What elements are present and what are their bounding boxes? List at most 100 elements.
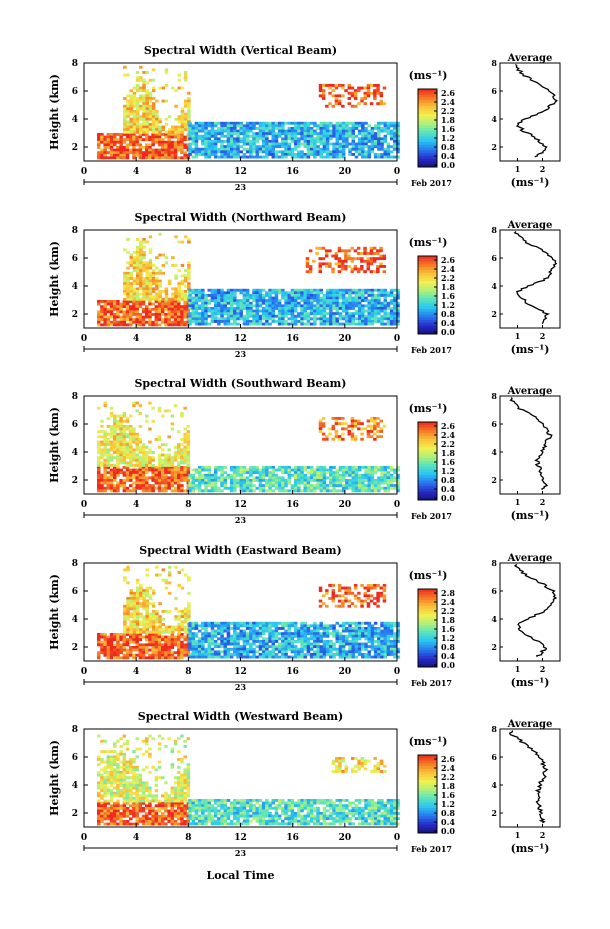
heatmap-cell xyxy=(233,481,237,485)
heatmap-cell xyxy=(177,313,181,316)
heatmap-cell xyxy=(125,486,130,490)
heatmap-cell xyxy=(297,145,301,149)
heatmap-cell xyxy=(125,653,130,657)
heatmap-cell xyxy=(154,479,159,482)
heatmap-cell xyxy=(361,127,365,130)
heatmap-cell xyxy=(335,317,339,321)
heatmap-cell xyxy=(290,296,295,300)
heatmap-cell xyxy=(341,322,346,326)
heatmap-cell xyxy=(177,284,181,288)
heatmap-cell xyxy=(151,484,155,488)
heatmap-cell xyxy=(191,301,195,305)
heatmap-cell xyxy=(213,320,218,323)
heatmap-cell xyxy=(142,78,146,82)
heatmap-cell xyxy=(122,153,127,157)
heatmap-cell xyxy=(236,150,240,154)
heatmap-cell xyxy=(109,479,114,482)
heatmap-cell xyxy=(306,134,311,138)
heatmap-cell xyxy=(236,314,240,318)
heatmap-cell xyxy=(373,312,378,316)
heatmap-cell xyxy=(207,137,211,141)
heatmap-cell xyxy=(252,127,256,130)
heatmap-cell xyxy=(313,145,317,149)
colorbar-swatch xyxy=(418,466,437,470)
heatmap-cell xyxy=(271,296,275,300)
heatmap-cell xyxy=(135,123,140,126)
heatmap-cell xyxy=(322,301,327,305)
heatmap-cell xyxy=(158,623,162,626)
heatmap-cell xyxy=(129,107,133,111)
heatmap-cell xyxy=(341,417,345,420)
heatmap-cell xyxy=(113,305,117,309)
heatmap-cell xyxy=(300,629,304,633)
heatmap-cell xyxy=(164,630,169,634)
heatmap-cell xyxy=(167,648,171,652)
heatmap-cell xyxy=(354,299,359,303)
heatmap-cell xyxy=(135,253,140,257)
heatmap-cell xyxy=(141,451,146,454)
heatmap-cell xyxy=(226,627,231,630)
heatmap-cell xyxy=(129,489,133,493)
heatmap-cell xyxy=(393,147,397,151)
heatmap-cell xyxy=(277,314,282,318)
heatmap-cell xyxy=(210,312,215,316)
heatmap-cell xyxy=(119,417,123,421)
heatmap-cell xyxy=(393,479,397,482)
heatmap-cell xyxy=(300,314,304,318)
heatmap-cell xyxy=(271,150,275,154)
heatmap-cell xyxy=(197,466,202,469)
heatmap-cell xyxy=(321,97,326,100)
heatmap-cell xyxy=(145,287,149,291)
heatmap-cell xyxy=(354,301,359,305)
heatmap-cell xyxy=(382,257,386,261)
heatmap-cell xyxy=(306,307,311,310)
heatmap-cell xyxy=(132,404,136,408)
heatmap-cell xyxy=(287,294,291,297)
heatmap-cell xyxy=(284,466,288,469)
heatmap-cell xyxy=(245,150,250,154)
heatmap-cell xyxy=(379,262,383,266)
heatmap-cell xyxy=(113,464,117,467)
heatmap-cell xyxy=(138,481,143,485)
heatmap-cell xyxy=(132,476,136,480)
heatmap-cell xyxy=(177,148,181,152)
heatmap-cell xyxy=(204,132,208,136)
heatmap-cell xyxy=(220,132,224,136)
heatmap-cell xyxy=(194,307,199,310)
heatmap-cell xyxy=(309,129,314,133)
heatmap-cell xyxy=(170,640,175,644)
heatmap-cell xyxy=(380,304,384,308)
heatmap-cell xyxy=(242,314,247,318)
heatmap-cell xyxy=(106,440,111,444)
heatmap-cell xyxy=(281,471,285,475)
heatmap-cell xyxy=(261,147,266,151)
heatmap-cell xyxy=(125,453,130,457)
heatmap-cell xyxy=(106,448,111,452)
heatmap-cell xyxy=(277,145,282,149)
heatmap-cell xyxy=(135,640,139,644)
heatmap-cell xyxy=(183,635,187,639)
heatmap-cell xyxy=(135,456,139,460)
heatmap-cell xyxy=(167,481,171,485)
heatmap-cell xyxy=(361,132,365,136)
heatmap-cell xyxy=(345,322,349,326)
heatmap-cell xyxy=(274,142,279,146)
heatmap-cell xyxy=(236,132,240,136)
heatmap-cell xyxy=(350,259,354,263)
colorbar-swatch xyxy=(418,427,437,431)
heatmap-cell xyxy=(183,138,187,142)
heatmap-cell xyxy=(138,404,143,408)
heatmap-cell xyxy=(329,142,333,146)
heatmap-cell xyxy=(183,643,187,647)
heatmap-cell xyxy=(364,132,368,136)
heatmap-cell xyxy=(187,578,191,582)
heatmap-cell xyxy=(148,297,153,301)
heatmap-cell xyxy=(145,456,149,460)
heatmap-cell xyxy=(309,466,314,469)
heatmap-cell xyxy=(164,295,169,299)
heatmap-cell xyxy=(354,486,359,490)
avg-y-tick-label: 2 xyxy=(491,475,497,485)
heatmap-cell xyxy=(109,153,114,157)
heatmap-cell xyxy=(229,299,234,303)
heatmap-cell xyxy=(325,624,330,628)
